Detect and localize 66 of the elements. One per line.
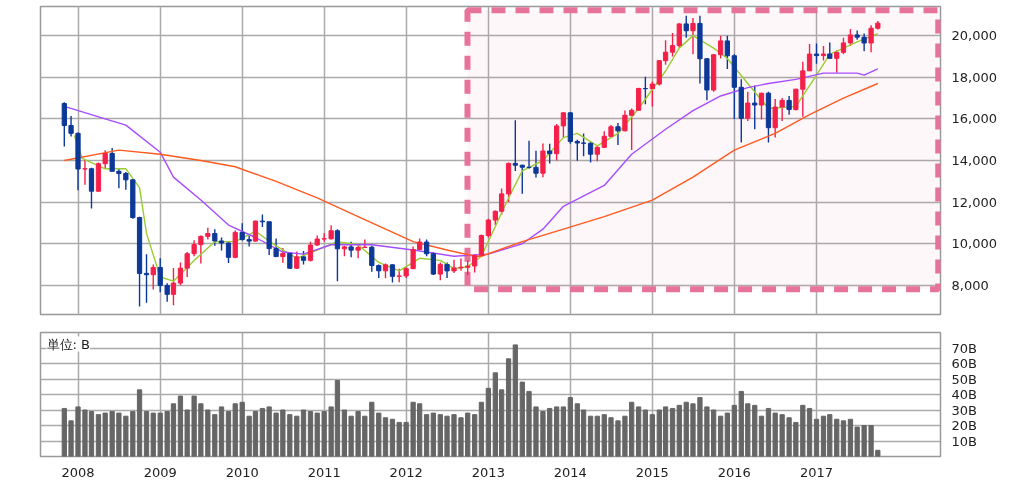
candlestick bbox=[615, 122, 621, 146]
y-tick-label: 10,000 bbox=[951, 236, 997, 252]
y-tick-label: 14,000 bbox=[951, 153, 997, 168]
candlestick bbox=[560, 111, 567, 139]
bar bbox=[717, 415, 724, 457]
candlestick bbox=[683, 15, 689, 39]
y-tick-label: 30B bbox=[951, 402, 977, 418]
bar bbox=[649, 414, 655, 457]
candlestick bbox=[252, 220, 259, 243]
bar bbox=[567, 397, 573, 457]
x-tick-label: 2016 bbox=[717, 464, 751, 480]
x-tick-label: 2017 bbox=[799, 464, 834, 480]
y-tick-label: 40B bbox=[951, 387, 977, 402]
candlestick bbox=[690, 17, 696, 56]
y-tick-label: 20B bbox=[951, 418, 977, 433]
bar bbox=[554, 406, 560, 457]
bar bbox=[485, 387, 491, 457]
y-tick-label: 50B bbox=[951, 371, 977, 387]
bar bbox=[587, 415, 594, 457]
bar bbox=[423, 414, 430, 457]
y-tick-label: 60B bbox=[951, 356, 977, 371]
bar bbox=[642, 409, 648, 457]
candlestick bbox=[170, 267, 177, 306]
y-tick-label: 12,000 bbox=[951, 194, 997, 210]
bar bbox=[724, 412, 730, 457]
x-tick-label: 2009 bbox=[143, 464, 177, 480]
x-tick-label: 2010 bbox=[225, 464, 259, 480]
bar bbox=[478, 401, 485, 457]
y-tick-label: 20,000 bbox=[951, 28, 997, 44]
x-tick-label: 2011 bbox=[307, 464, 341, 480]
candlestick bbox=[143, 253, 150, 304]
candlestick bbox=[547, 143, 553, 165]
y-tick-label: 18,000 bbox=[951, 69, 997, 85]
candlestick bbox=[88, 167, 95, 210]
bar bbox=[472, 414, 478, 457]
candlestick bbox=[813, 42, 820, 65]
x-tick-label: 2015 bbox=[635, 464, 669, 480]
candlestick bbox=[82, 159, 88, 186]
bar bbox=[560, 406, 567, 457]
candlestick bbox=[745, 91, 751, 122]
y-tick-label: 16,000 bbox=[951, 111, 997, 127]
x-tick-label: 2012 bbox=[389, 464, 423, 480]
candlestick bbox=[540, 142, 546, 178]
y-tick-label: 70B bbox=[951, 340, 977, 356]
candlestick bbox=[758, 92, 765, 121]
candlestick bbox=[806, 43, 813, 72]
x-tick-label: 2008 bbox=[61, 464, 95, 480]
candlestick bbox=[752, 84, 758, 130]
bar bbox=[430, 412, 436, 457]
candlestick bbox=[649, 80, 655, 108]
candlestick bbox=[334, 228, 341, 282]
bar bbox=[635, 406, 642, 457]
candlestick bbox=[786, 95, 792, 116]
y-tick-label: 10B bbox=[951, 433, 977, 449]
bar bbox=[813, 418, 820, 457]
candlestick bbox=[717, 34, 724, 60]
x-tick-label: 2014 bbox=[553, 464, 587, 480]
x-tick-label: 2013 bbox=[471, 464, 505, 480]
candlestick bbox=[772, 98, 778, 139]
y-tick-label: 8,000 bbox=[951, 277, 989, 293]
annotation: 単位: B bbox=[46, 336, 90, 352]
candlestick bbox=[642, 75, 648, 106]
candlestick bbox=[779, 97, 785, 122]
candlestick bbox=[724, 34, 730, 70]
candlestick bbox=[150, 263, 156, 291]
bar bbox=[505, 358, 512, 457]
